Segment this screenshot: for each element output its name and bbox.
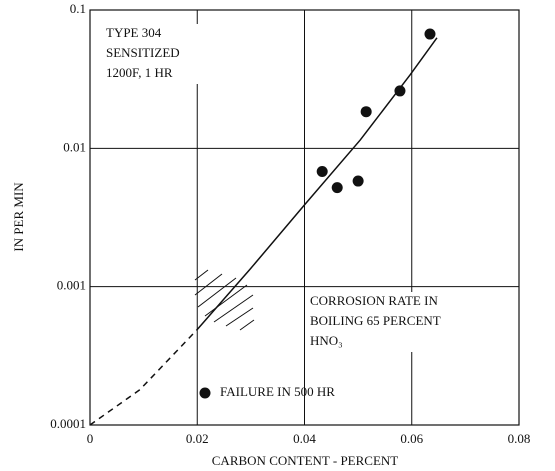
curve [89, 329, 198, 426]
legend-label: FAILURE IN 500 HR [220, 384, 335, 399]
data-point [316, 166, 328, 178]
data-point [424, 28, 436, 40]
annotation-text: 1200F, 1 HR [106, 65, 173, 80]
data-point [352, 175, 364, 187]
annotation-text: SENSITIZED [106, 45, 180, 60]
hatching [194, 269, 255, 331]
annotation-text: HNO₃ [310, 333, 343, 348]
y-tick-label: 0.0001 [50, 416, 86, 431]
data-point [331, 182, 343, 194]
y-tick-label: 0.1 [70, 1, 86, 16]
x-tick-label: 0.06 [400, 431, 423, 446]
legend-marker [199, 387, 211, 399]
annotation-text: TYPE 304 [106, 25, 162, 40]
x-tick-label: 0.04 [293, 431, 316, 446]
x-tick-label: 0 [87, 431, 94, 446]
data-point [394, 85, 406, 97]
x-axis-label: CARBON CONTENT - PERCENT [212, 453, 399, 468]
x-tick-label: 0.02 [186, 431, 209, 446]
x-tick-label: 0.08 [508, 431, 531, 446]
y-tick-label: 0.01 [63, 139, 86, 154]
annotation-background [102, 24, 242, 84]
annotation-background [306, 292, 506, 352]
data-point [360, 106, 372, 118]
annotation-text: CORROSION RATE IN [310, 293, 438, 308]
y-axis-label: IN PER MIN [11, 182, 26, 252]
annotation-text: BOILING 65 PERCENT [310, 313, 441, 328]
y-tick-label: 0.001 [57, 278, 86, 293]
curve [196, 37, 438, 331]
